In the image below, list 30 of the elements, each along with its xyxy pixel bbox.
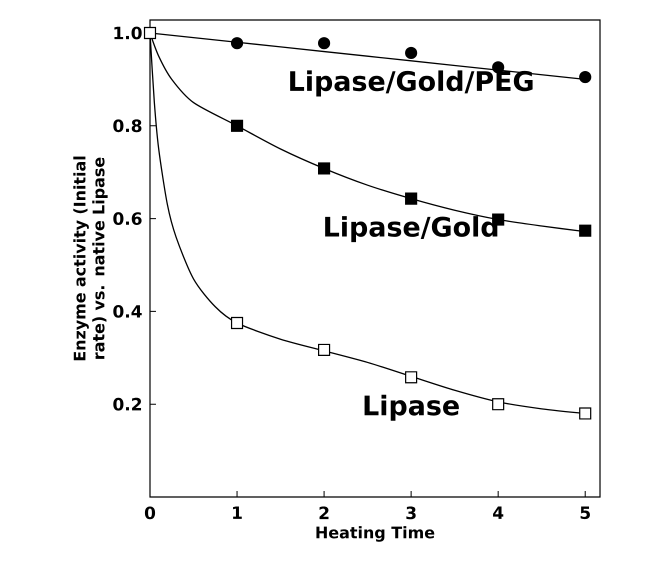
x-tick-label: 0 — [144, 506, 156, 520]
point — [405, 371, 418, 384]
y-tick-label: 0.8 — [113, 119, 142, 132]
point — [230, 120, 244, 132]
series-label: Lipase/Gold — [325, 216, 498, 242]
point — [492, 398, 504, 410]
y-tick-label: 0.2 — [113, 398, 142, 411]
point — [405, 46, 418, 60]
point — [579, 224, 592, 237]
x-tick-label: 3 — [406, 506, 416, 520]
point — [318, 162, 330, 175]
x-axis-title: Heating Time — [316, 526, 434, 542]
x-tick-label: 4 — [493, 506, 504, 519]
point — [230, 37, 244, 50]
point — [405, 192, 418, 205]
y-tick-label: 1.0 — [114, 26, 142, 40]
point — [579, 407, 592, 420]
y-tick-label: 0.6 — [113, 212, 142, 225]
y-tick-label: 0.4 — [113, 304, 142, 318]
point — [318, 344, 330, 356]
series-label: Lipase/Gold/PEG — [290, 70, 533, 96]
point — [144, 26, 156, 40]
x-tick-label: 1 — [233, 506, 242, 519]
point — [579, 70, 592, 84]
x-tick-label: 5 — [580, 506, 590, 520]
y-axis-title: Enzyme activity (Initial rate) vs. native Lipase — [73, 156, 108, 360]
x-tick-label: 2 — [320, 506, 329, 520]
series-label: Lipase — [364, 394, 459, 421]
point — [230, 316, 244, 330]
point — [318, 37, 330, 50]
